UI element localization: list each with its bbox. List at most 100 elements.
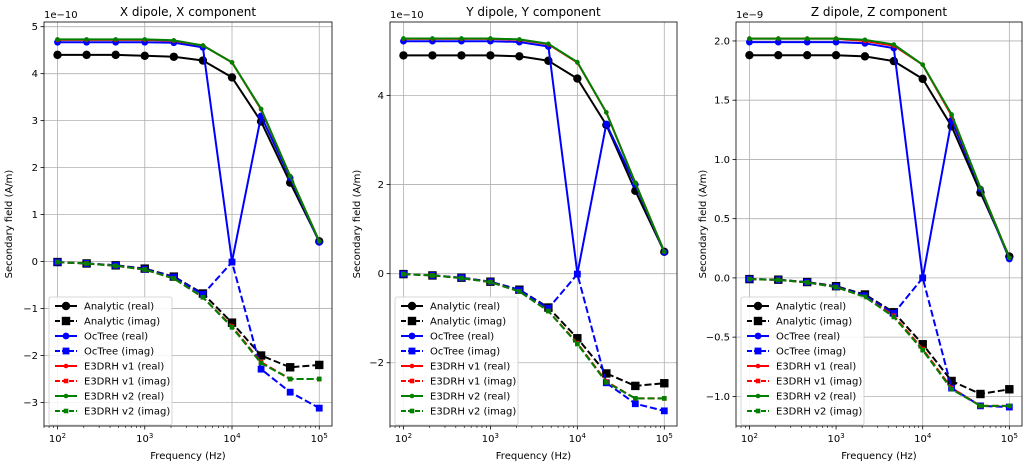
data-point: [920, 62, 925, 67]
series-line: [749, 37, 1011, 259]
x-tick-label: 102: [741, 432, 758, 445]
legend-marker: [409, 378, 415, 384]
x-tick-label: 104: [914, 432, 932, 445]
y-tick-label: 4: [378, 91, 384, 102]
data-point: [862, 294, 868, 300]
series-1: [53, 50, 324, 246]
data-point: [918, 340, 927, 349]
data-point: [169, 52, 179, 61]
data-point: [430, 273, 435, 278]
legend-label: E3DRH v2 (real): [776, 392, 856, 403]
data-point: [488, 36, 493, 41]
legend-marker: [753, 316, 763, 326]
series-3: [400, 37, 668, 278]
series-8: [55, 259, 322, 382]
legend-label: OcTree (imag): [84, 347, 154, 358]
series-line: [403, 37, 666, 253]
y-scale-label: 1e−10: [44, 10, 78, 21]
series-5: [401, 36, 667, 255]
data-point: [546, 308, 551, 314]
legend-marker: [408, 332, 416, 340]
y-axis-label: Secondary field (A/m): [4, 170, 15, 279]
y-tick-label: −0.5: [706, 333, 730, 344]
legend-marker: [63, 408, 69, 414]
data-point: [53, 50, 62, 60]
axes-frame: [43, 21, 333, 427]
data-point: [488, 279, 493, 285]
data-point: [891, 314, 897, 320]
series-1: [745, 50, 1014, 261]
x-tick-label: 103: [827, 432, 844, 445]
data-point: [430, 36, 435, 41]
data-point: [142, 267, 148, 272]
x-tick-label: 105: [656, 432, 673, 445]
y-tick-label: 4: [32, 69, 38, 80]
legend-marker: [408, 347, 416, 355]
data-point: [258, 106, 264, 112]
data-point: [891, 42, 897, 47]
data-point: [573, 334, 582, 343]
legend-label: Analytic (imag): [776, 317, 852, 328]
data-point: [918, 74, 927, 84]
data-point: [200, 294, 206, 300]
data-point: [111, 50, 120, 60]
data-point: [1005, 385, 1014, 394]
data-point: [258, 360, 264, 366]
x-tick-label: 104: [223, 432, 241, 445]
data-point: [633, 396, 638, 401]
chart-panel-2: −2 0 2 4 102 103 104 105 1e−10 Y dipole, Y compon…: [352, 5, 678, 462]
data-point: [113, 263, 118, 269]
data-point: [229, 325, 235, 330]
legend-label: E3DRH v2 (real): [84, 392, 164, 403]
data-point: [287, 173, 293, 179]
data-point: [428, 51, 437, 60]
legend-marker: [409, 393, 415, 399]
y-tick-label: 1: [32, 210, 38, 221]
data-point: [140, 51, 149, 61]
data-point: [832, 38, 840, 46]
data-point: [660, 379, 669, 388]
data-point: [602, 369, 611, 378]
data-point: [55, 37, 60, 42]
legend-box: [48, 296, 173, 426]
legend-label: Analytic (real): [84, 302, 154, 313]
data-point: [316, 376, 322, 382]
data-point: [113, 37, 118, 42]
y-axis-label: Secondary field (A/m): [698, 170, 709, 279]
legend-label: OcTree (imag): [430, 347, 500, 358]
x-tick-label: 105: [311, 432, 328, 445]
chart-title: X dipole, X component: [120, 5, 257, 19]
series-5: [747, 36, 1012, 261]
data-point: [84, 261, 89, 266]
data-point: [860, 52, 870, 61]
legend-label: E3DRH v2 (imag): [430, 407, 516, 418]
y-tick-label: −1: [23, 304, 38, 315]
data-point: [401, 271, 406, 277]
legend-label: E3DRH v1 (real): [776, 362, 856, 373]
data-point: [457, 51, 466, 60]
y-axis-label: Secondary field (A/m): [352, 170, 363, 279]
y-scale-label: 1e−9: [736, 10, 763, 21]
series-group: [399, 36, 669, 415]
data-point: [573, 74, 582, 83]
x-tick-label: 104: [569, 432, 587, 445]
legend-label: OcTree (imag): [776, 347, 846, 358]
data-point: [573, 270, 581, 278]
legend-label: E3DRH v2 (imag): [84, 407, 170, 418]
legend-marker: [755, 393, 761, 399]
data-point: [82, 50, 91, 60]
series-line: [403, 37, 666, 253]
data-point: [775, 36, 781, 41]
series-line: [403, 54, 666, 253]
legend-label: Analytic (real): [430, 302, 500, 313]
data-point: [459, 36, 464, 41]
legend-marker: [755, 378, 761, 384]
legend: Analytic (real) Analytic (imag) OcTree (re…: [394, 296, 519, 426]
series-1: [399, 51, 669, 257]
series-7: [401, 36, 667, 255]
data-point: [515, 52, 524, 61]
legend-label: E3DRH v2 (imag): [776, 407, 862, 418]
legend-label: E3DRH v1 (imag): [430, 377, 516, 388]
data-point: [804, 280, 810, 285]
